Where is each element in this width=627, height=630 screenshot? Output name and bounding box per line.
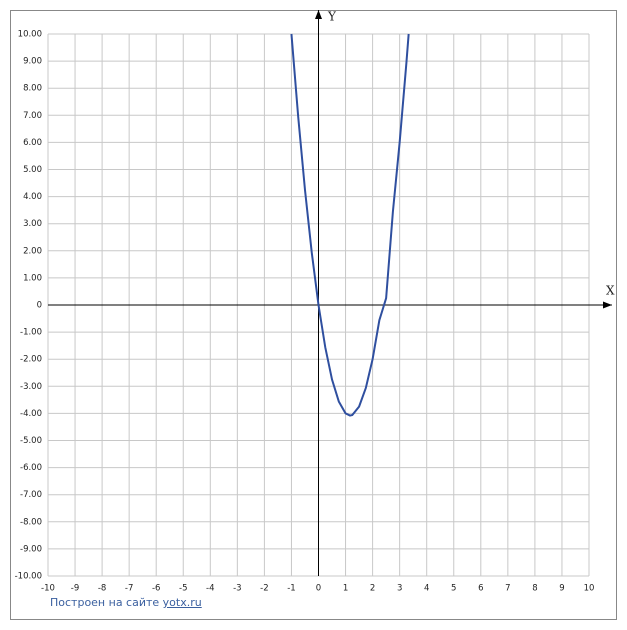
y-tick-label: -1.00 — [20, 328, 42, 338]
y-tick-label: 5.00 — [23, 165, 42, 175]
x-tick-label: -1 — [287, 584, 295, 594]
x-axis-label: X — [606, 284, 615, 298]
x-tick-label: 7 — [505, 584, 510, 594]
x-tick-label: 10 — [584, 584, 595, 594]
frame — [10, 10, 617, 620]
y-axis-label: Y — [327, 10, 337, 24]
x-tick-label: 5 — [451, 584, 456, 594]
y-tick-label: -4.00 — [20, 409, 42, 419]
x-tick-label: -4 — [206, 584, 214, 594]
x-tick-label: -3 — [233, 584, 241, 594]
y-axis-arrow — [315, 10, 322, 19]
y-tick-label: 9.00 — [23, 57, 42, 67]
y-tick-label: -5.00 — [20, 436, 42, 446]
x-tick-label: 0 — [316, 584, 321, 594]
y-tick-label: -7.00 — [20, 490, 42, 500]
x-tick-label: -6 — [152, 584, 160, 594]
x-tick-label: -9 — [71, 584, 79, 594]
x-tick-label: -7 — [125, 584, 133, 594]
footer: Построен на сайте yotx.ru — [50, 596, 202, 609]
x-tick-label: 1 — [343, 584, 348, 594]
footer-link[interactable]: yotx.ru — [162, 596, 202, 609]
curve — [290, 33, 410, 417]
y-tick-label: -9.00 — [20, 544, 42, 554]
x-tick-label: 9 — [559, 584, 564, 594]
footer-text: Построен на сайте — [50, 596, 160, 609]
y-tick-label: -2.00 — [20, 355, 42, 365]
y-tick-label: 8.00 — [23, 84, 42, 94]
y-tick-label: 10.00 — [18, 30, 42, 40]
x-tick-label: 4 — [424, 584, 429, 594]
x-tick-label: -8 — [98, 584, 106, 594]
x-axis-arrow — [603, 301, 612, 309]
x-tick-label: 2 — [370, 584, 375, 594]
y-tick-label: 2.00 — [23, 246, 42, 256]
x-tick-label: -5 — [179, 584, 187, 594]
y-tick-label: 4.00 — [23, 192, 42, 202]
y-tick-label: 0 — [37, 301, 42, 311]
x-tick-label: 3 — [397, 584, 402, 594]
y-tick-label: -10.00 — [15, 572, 42, 582]
y-tick-label: -3.00 — [20, 382, 42, 392]
y-tick-label: -8.00 — [20, 517, 42, 527]
x-tick-label: -2 — [260, 584, 268, 594]
y-tick-label: -6.00 — [20, 463, 42, 473]
y-tick-label: 6.00 — [23, 138, 42, 148]
y-tick-label: 3.00 — [23, 219, 42, 229]
x-tick-label: 6 — [478, 584, 483, 594]
x-tick-label: -10 — [41, 584, 55, 594]
x-tick-label: 8 — [532, 584, 537, 594]
y-tick-label: 7.00 — [23, 111, 42, 121]
y-tick-label: 1.00 — [23, 273, 42, 283]
